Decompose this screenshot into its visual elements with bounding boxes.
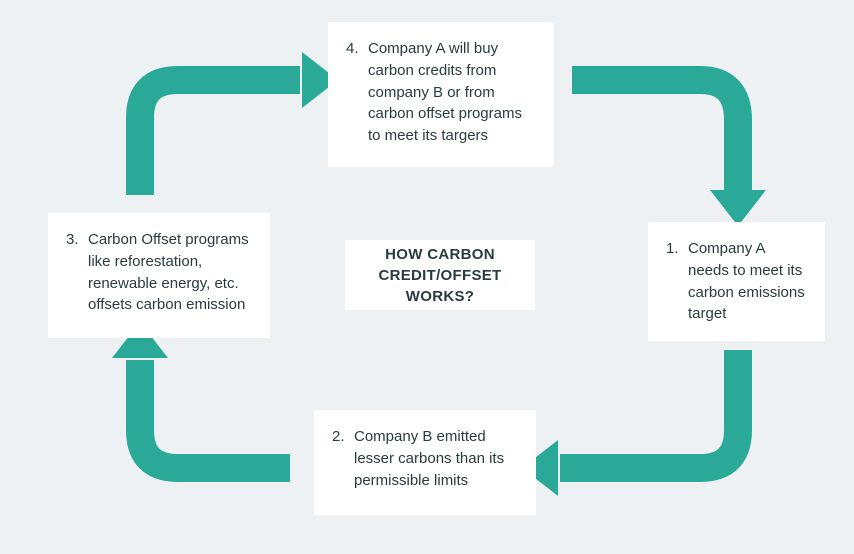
step-3-box: 3. Carbon Offset programs like reforesta… xyxy=(48,213,270,338)
step-3-text: Carbon Offset programs like reforestatio… xyxy=(88,229,252,316)
step-2-number: 2. xyxy=(332,426,346,448)
step-2-text: Company B emitted lesser carbons than it… xyxy=(354,426,518,491)
step-1-box: 1. Company A needs to meet its carbon em… xyxy=(648,222,825,341)
step-4-text: Company A will buy carbon credits from c… xyxy=(368,38,536,147)
center-title-text: HOW CARBON CREDIT/OFFSET WORKS? xyxy=(363,244,517,307)
step-1-text: Company A needs to meet its carbon emiss… xyxy=(688,238,807,325)
step-4-number: 4. xyxy=(346,38,360,60)
step-2-box: 2. Company B emitted lesser carbons than… xyxy=(314,410,536,515)
center-title-box: HOW CARBON CREDIT/OFFSET WORKS? xyxy=(345,240,535,310)
step-4-box: 4. Company A will buy carbon credits fro… xyxy=(328,22,554,167)
step-1-number: 1. xyxy=(666,238,680,260)
step-3-number: 3. xyxy=(66,229,80,251)
